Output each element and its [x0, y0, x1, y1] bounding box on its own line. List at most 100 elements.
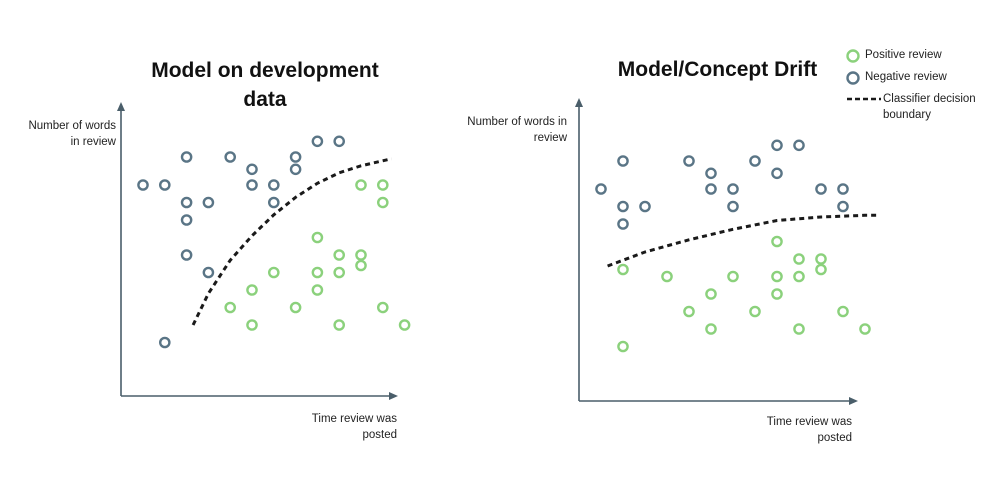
left-positive-review-point — [224, 301, 236, 314]
left-positive-review-point — [376, 301, 389, 314]
left-xlabel-line1: Time review was — [311, 413, 397, 425]
left-title-line2: data — [243, 88, 287, 111]
left-negative-review-point — [180, 214, 193, 226]
left-positive-review-point — [333, 319, 346, 331]
right-positive-review-point — [617, 340, 629, 353]
right-positive-review-point — [859, 323, 871, 335]
right-negative-review-point — [771, 167, 783, 180]
legend: Positive review Negative review Classifi… — [845, 47, 995, 121]
left-positive-review-point — [246, 284, 258, 296]
right-negative-review-point — [595, 183, 607, 195]
right-ylabel-line2: review — [533, 132, 567, 144]
left-negative-review-point — [311, 135, 324, 148]
right-negative-review-point — [683, 155, 695, 167]
right-positive-review-point — [815, 253, 827, 265]
left-negative-review-point — [224, 151, 236, 163]
left-negative-review-point — [158, 179, 171, 191]
right-xlabel-line2: posted — [817, 432, 852, 444]
legend-boundary-label: Classifier decision boundary — [883, 93, 976, 121]
left-x-axis-arrow-icon — [389, 392, 398, 400]
right-positive-review-point — [815, 263, 827, 276]
left-positive-review-point — [355, 179, 367, 191]
right-negative-review-point — [727, 183, 739, 195]
right-negative-review-point — [837, 200, 849, 213]
left-decision-boundary — [191, 157, 392, 326]
left-positive-review-point — [333, 266, 346, 279]
right-decision-boundary — [607, 213, 879, 268]
left-ylabel-line2: in review — [70, 136, 116, 148]
right-negative-review-point — [617, 155, 629, 167]
left-positive-review-point — [355, 249, 367, 261]
right-x-axis-arrow-icon — [849, 397, 858, 405]
right-y-axis-arrow-icon — [575, 98, 583, 107]
left-negative-review-point — [246, 163, 258, 176]
left-chart-title: Model on development data — [140, 56, 390, 114]
left-positive-review-point — [355, 259, 367, 272]
left-negative-review-point — [202, 266, 215, 279]
right-positive-review-point — [749, 305, 761, 318]
left-negative-review-point — [267, 196, 280, 209]
legend-item-negative: Negative review — [845, 69, 995, 91]
legend-item-boundary: Classifier decision boundary — [845, 91, 995, 121]
right-negative-review-point — [705, 183, 717, 195]
left-positive-review-point — [376, 196, 389, 209]
right-positive-review-point — [793, 253, 805, 265]
negative-marker-icon — [846, 71, 860, 85]
dashed-line-icon — [847, 97, 881, 101]
left-positive-review-point — [311, 266, 324, 279]
right-y-axis-label: Number of words in review — [450, 114, 567, 146]
left-negative-review-point — [246, 179, 258, 191]
left-negative-review-point — [180, 151, 193, 163]
right-scatter-panel — [575, 98, 879, 405]
right-positive-review-point — [705, 288, 717, 300]
right-positive-review-point — [771, 235, 783, 248]
right-ylabel-line1: Number of words in — [467, 116, 567, 128]
right-negative-review-point — [771, 139, 783, 152]
left-positive-review-point — [398, 319, 411, 331]
left-positive-review-point — [311, 231, 324, 244]
left-negative-review-point — [158, 336, 171, 349]
right-positive-review-point — [683, 305, 695, 318]
positive-marker-icon — [846, 49, 860, 63]
left-y-axis-label: Number of words in review — [10, 118, 116, 150]
right-negative-review-point — [815, 183, 827, 195]
right-negative-review-point — [705, 167, 717, 180]
right-positive-review-point — [727, 270, 739, 283]
left-x-axis-label: Time review was posted — [280, 411, 397, 443]
left-negative-review-point — [180, 249, 193, 261]
right-positive-review-point — [793, 270, 805, 283]
right-positive-review-point — [771, 288, 783, 300]
right-negative-review-point — [749, 155, 761, 167]
legend-positive-label: Positive review — [865, 49, 942, 61]
left-positive-review-point — [246, 319, 258, 331]
left-negative-review-point — [289, 151, 302, 163]
right-xlabel-line1: Time review was — [766, 416, 852, 428]
left-ylabel-line1: Number of words — [28, 120, 116, 132]
left-negative-review-point — [137, 179, 149, 191]
left-positive-review-point — [376, 179, 389, 191]
right-negative-review-point — [617, 218, 629, 230]
left-negative-review-point — [289, 163, 302, 176]
right-positive-review-point — [705, 323, 717, 335]
left-xlabel-line2: posted — [362, 429, 397, 441]
legend-negative-label: Negative review — [865, 71, 947, 83]
left-negative-review-point — [180, 196, 193, 209]
left-positive-review-point — [311, 284, 324, 296]
left-negative-review-point — [202, 196, 215, 209]
left-positive-review-point — [267, 266, 280, 279]
left-positive-review-point — [289, 301, 302, 314]
right-negative-review-point — [617, 200, 629, 213]
right-negative-review-point — [837, 183, 849, 195]
right-positive-review-point — [771, 270, 783, 283]
left-y-axis-arrow-icon — [117, 102, 125, 111]
left-positive-review-point — [333, 249, 346, 261]
left-negative-review-point — [267, 179, 280, 191]
legend-item-positive: Positive review — [845, 47, 995, 69]
right-positive-review-point — [837, 305, 849, 318]
right-x-axis-label: Time review was posted — [735, 414, 852, 446]
left-scatter-panel — [117, 102, 411, 400]
left-negative-review-point — [333, 135, 346, 148]
right-positive-review-point — [617, 263, 629, 276]
right-positive-review-point — [793, 323, 805, 335]
